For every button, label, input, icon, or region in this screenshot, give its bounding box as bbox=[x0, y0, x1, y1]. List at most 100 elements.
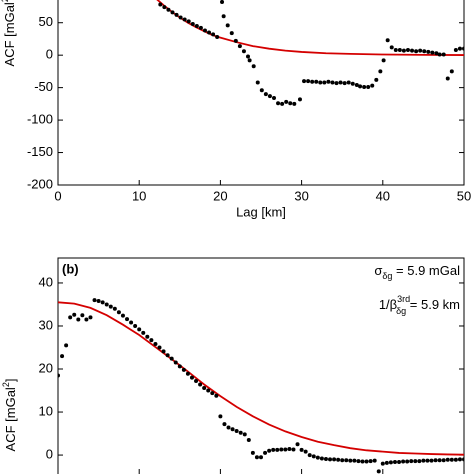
data-point bbox=[242, 432, 247, 437]
data-point bbox=[58, 373, 60, 378]
y-tick-label: 0 bbox=[46, 47, 53, 62]
data-point bbox=[166, 7, 171, 12]
data-point bbox=[198, 25, 203, 30]
data-point bbox=[157, 345, 162, 350]
y-label-sup: 2 bbox=[0, 0, 10, 2]
y-label-text: ACF [mGal bbox=[2, 2, 17, 66]
data-point bbox=[338, 80, 343, 85]
data-point bbox=[295, 442, 300, 447]
data-point bbox=[92, 298, 97, 303]
data-point bbox=[189, 375, 194, 380]
data-point bbox=[202, 385, 207, 390]
data-point bbox=[374, 77, 379, 82]
data-point bbox=[288, 101, 293, 106]
data-point bbox=[161, 349, 166, 354]
data-point bbox=[393, 47, 398, 52]
annotation-rest: = 5.9 mGal bbox=[392, 263, 460, 278]
data-point bbox=[397, 47, 402, 52]
data-point bbox=[169, 356, 174, 361]
data-point bbox=[292, 101, 297, 106]
data-point bbox=[133, 323, 138, 328]
data-point bbox=[346, 80, 351, 85]
data-point bbox=[445, 457, 450, 462]
data-point bbox=[410, 48, 415, 53]
data-point bbox=[342, 81, 347, 86]
data-point bbox=[275, 447, 280, 452]
data-point bbox=[116, 310, 121, 315]
data-point bbox=[185, 371, 190, 376]
data-point bbox=[198, 382, 203, 387]
data-point bbox=[60, 354, 65, 359]
data-point bbox=[449, 457, 454, 462]
data-point bbox=[222, 422, 227, 427]
plot-frame bbox=[57, 257, 465, 474]
annotation: 1/β3rd δg = 5.9 km bbox=[379, 294, 460, 316]
y-label-end: ] bbox=[3, 379, 18, 383]
data-point bbox=[378, 69, 383, 74]
data-point bbox=[326, 79, 331, 84]
data-point bbox=[76, 317, 81, 322]
data-point bbox=[149, 338, 154, 343]
data-point bbox=[190, 22, 195, 27]
annotation: σδg = 5.9 mGal bbox=[374, 263, 460, 281]
data-point bbox=[254, 455, 259, 460]
fit-curve bbox=[58, 301, 464, 456]
y-label-sup: 2 bbox=[1, 382, 11, 387]
data-point bbox=[210, 391, 215, 396]
data-point bbox=[247, 58, 252, 63]
x-tick-label: 40 bbox=[376, 188, 390, 203]
y-tick-label: 20 bbox=[39, 360, 53, 375]
data-point bbox=[214, 393, 219, 398]
data-point bbox=[430, 50, 435, 55]
data-point bbox=[125, 317, 130, 322]
x-tick-label: 30 bbox=[294, 188, 308, 203]
x-tick-label: 0 bbox=[54, 188, 61, 203]
data-point bbox=[356, 459, 361, 464]
y-axis-label: ACF [mGal2] bbox=[0, 0, 17, 66]
y-tick-label: 50 bbox=[39, 14, 53, 29]
data-point bbox=[237, 44, 242, 49]
data-point bbox=[194, 379, 199, 384]
data-point bbox=[68, 315, 73, 320]
data-point bbox=[297, 97, 302, 102]
data-point bbox=[453, 457, 458, 462]
data-point bbox=[328, 457, 333, 462]
data-point bbox=[384, 460, 389, 465]
data-point bbox=[158, 2, 163, 7]
data-point bbox=[108, 304, 113, 309]
data-point bbox=[225, 23, 230, 28]
data-point bbox=[352, 458, 357, 463]
y-tick-label: 30 bbox=[39, 317, 53, 332]
y-tick-label: 0 bbox=[46, 447, 53, 462]
annotation-sub: δg bbox=[396, 306, 406, 316]
data-point bbox=[202, 28, 207, 33]
data-point bbox=[422, 49, 427, 54]
data-point bbox=[433, 458, 438, 463]
annotation-sup: 3rd bbox=[397, 294, 410, 304]
data-point bbox=[311, 454, 316, 459]
data-point bbox=[449, 69, 454, 74]
data-point bbox=[323, 456, 328, 461]
data-point bbox=[368, 459, 373, 464]
x-tick-label: 20 bbox=[213, 188, 227, 203]
data-point bbox=[417, 459, 422, 464]
data-point bbox=[388, 460, 393, 465]
data-point bbox=[284, 99, 289, 104]
data-point bbox=[72, 312, 77, 317]
data-point bbox=[334, 81, 339, 86]
data-point bbox=[291, 447, 296, 452]
data-point bbox=[381, 58, 386, 63]
data-point bbox=[336, 457, 341, 462]
panel-label: (b) bbox=[62, 261, 79, 276]
data-point bbox=[287, 447, 292, 452]
data-point bbox=[271, 96, 276, 101]
data-point bbox=[259, 88, 264, 93]
data-point bbox=[299, 447, 304, 452]
data-point bbox=[207, 30, 212, 35]
y-tick-label: -150 bbox=[27, 144, 53, 159]
data-point bbox=[401, 48, 406, 53]
data-point bbox=[437, 458, 442, 463]
data-point bbox=[238, 430, 243, 435]
data-point bbox=[314, 79, 319, 84]
annotation-rest: = 5.9 km bbox=[406, 297, 460, 312]
